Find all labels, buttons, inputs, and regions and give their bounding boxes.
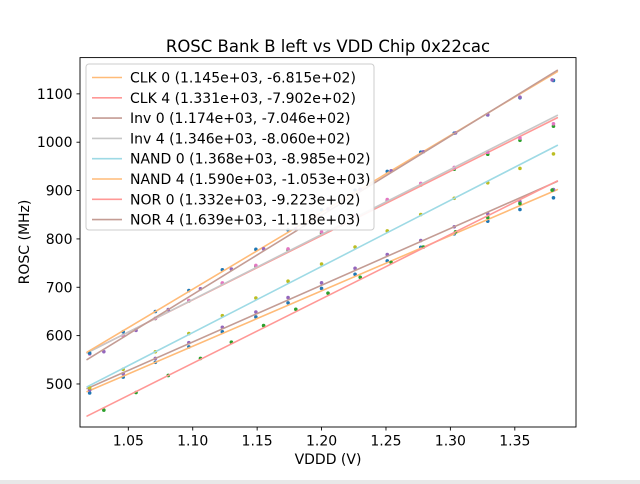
y-tick-label: 700 (46, 280, 73, 296)
axis-ticks: 1.05 1.10 1.15 1.20 1.25 1.30 1.35 500 600 700 800… (37, 87, 531, 450)
x-tick-label: 1.20 (306, 434, 337, 450)
series-nand-0 (86, 144, 559, 390)
legend-label: CLK 0 (1.145e+03, -6.815e+02) (130, 71, 356, 87)
scatter-point (319, 230, 324, 234)
scatter-point (550, 188, 554, 192)
x-tick-label: 1.25 (370, 434, 401, 450)
scatter-point (293, 307, 298, 312)
scatter-point (286, 295, 290, 300)
scatter-point (319, 286, 324, 291)
legend-box (85, 63, 375, 231)
scatter-point (286, 279, 290, 284)
x-tick-label: 1.05 (113, 434, 144, 450)
scatter-point (551, 122, 556, 126)
legend-entry-inv-0: Inv 0 (1.174e+03, -7.046e+02) (92, 111, 350, 127)
scatter-point (326, 291, 330, 295)
scatter-point (550, 78, 554, 82)
legend-label: NOR 4 (1.639e+03, -1.118e+03) (130, 213, 360, 229)
legend-entry-nor-0: NOR 0 (1.332e+03, -9.223e+02) (92, 192, 360, 208)
scatter-point (518, 136, 522, 140)
scatter-point (551, 152, 556, 156)
y-tick-label: 900 (46, 184, 73, 200)
x-axis-label: VDDD (V) (295, 452, 362, 468)
legend-label: NAND 4 (1.590e+03, -1.053e+03) (130, 172, 370, 188)
fit-line (86, 180, 559, 390)
y-tick-label: 1100 (37, 87, 73, 103)
legend-entry-nand-0: NAND 0 (1.368e+03, -8.985e+02) (92, 152, 370, 168)
legend: CLK 0 (1.145e+03, -6.815e+02) CLK 4 (1.33… (85, 63, 375, 231)
legend-label: NAND 0 (1.368e+03, -8.985e+02) (130, 152, 370, 168)
legend-entry-clk-4: CLK 4 (1.331e+03, -7.902e+02) (92, 91, 356, 107)
scatter-point (87, 391, 92, 395)
legend-label: Inv 0 (1.174e+03, -7.046e+02) (130, 111, 350, 127)
scatter-point (319, 281, 324, 285)
scatter-point (254, 315, 258, 319)
scatter-point (518, 95, 522, 99)
y-tick-label: 800 (46, 232, 73, 248)
legend-label: Inv 4 (1.346e+03, -8.060e+02) (130, 131, 350, 147)
legend-label: NOR 0 (1.332e+03, -9.223e+02) (130, 192, 360, 208)
scatter-point (518, 201, 522, 206)
y-axis-label: ROSC (MHz) (17, 200, 33, 285)
scatter-point (87, 351, 92, 355)
scatter-point (518, 166, 522, 171)
scatter-point (102, 349, 106, 354)
scatter-point (286, 301, 290, 305)
y-tick-label: 500 (46, 377, 73, 393)
y-tick-label: 600 (46, 329, 73, 345)
legend-label: CLK 4 (1.331e+03, -7.902e+02) (130, 91, 356, 107)
series-inv-4 (86, 114, 559, 356)
scatter-point (319, 262, 324, 266)
x-tick-label: 1.35 (499, 434, 530, 450)
x-tick-label: 1.30 (435, 434, 466, 450)
fit-line (86, 180, 559, 417)
legend-entry-clk-0: CLK 0 (1.145e+03, -6.815e+02) (92, 71, 356, 87)
x-tick-label: 1.10 (177, 434, 208, 450)
scatter-point (286, 247, 290, 251)
series-nor-0 (86, 180, 559, 417)
fit-line (86, 144, 559, 388)
legend-entry-nor-4: NOR 4 (1.639e+03, -1.118e+03) (92, 213, 360, 229)
axes-spines (79, 57, 577, 428)
legend-entry-nand-4: NAND 4 (1.590e+03, -1.053e+03) (92, 172, 370, 188)
fit-line (86, 114, 559, 354)
scatter-point (353, 272, 357, 277)
scatter-point (518, 207, 522, 212)
fit-line (86, 188, 559, 393)
scatter-point (102, 408, 106, 412)
scatter-point (87, 386, 92, 390)
series-clk-0 (86, 188, 559, 395)
legend-entry-inv-4: Inv 4 (1.346e+03, -8.060e+02) (92, 131, 350, 147)
scatter-point (551, 195, 556, 200)
x-tick-label: 1.15 (242, 434, 273, 450)
y-tick-label: 1000 (37, 135, 73, 151)
chart-title: ROSC Bank B left vs VDD Chip 0x22cac (166, 37, 490, 56)
